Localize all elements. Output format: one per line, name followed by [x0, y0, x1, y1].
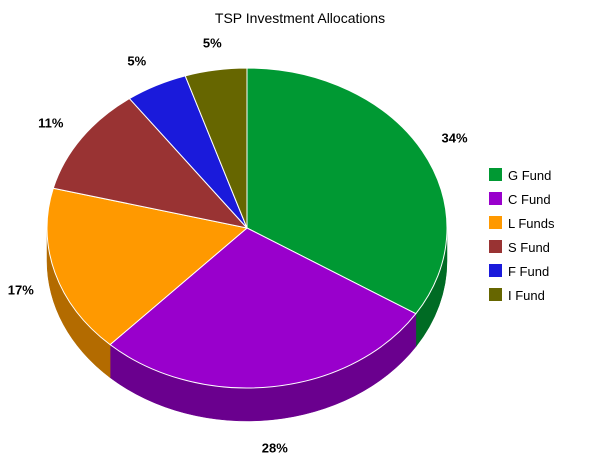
legend-label: G Fund: [508, 168, 551, 183]
slice-s-fund: [52, 98, 248, 229]
legend-item-f-fund: F Fund: [489, 264, 549, 279]
slice-g-fund: [246, 67, 448, 315]
slice-l-funds: [46, 187, 248, 346]
pie-slices: [46, 67, 448, 389]
legend-label: L Funds: [508, 216, 555, 231]
slice-c-fund: [109, 227, 417, 389]
legend-swatch: [489, 216, 502, 229]
slice-label-i-fund: 5%: [203, 35, 222, 50]
legend-swatch: [489, 240, 502, 253]
legend-item-i-fund: I Fund: [489, 288, 545, 303]
legend-item-g-fund: G Fund: [489, 168, 551, 183]
legend-swatch: [489, 168, 502, 181]
legend-label: F Fund: [508, 264, 549, 279]
chart-title: TSP Investment Allocations: [215, 10, 385, 26]
slice-label-l-funds: 17%: [8, 283, 34, 298]
legend-swatch: [489, 288, 502, 301]
slice-label-c-fund: 28%: [262, 440, 288, 455]
legend: G Fund C Fund L Funds S Fund F Fund I Fund: [489, 168, 555, 303]
slice-i-fund: [184, 67, 248, 229]
legend-swatch: [489, 264, 502, 277]
slice-label-f-fund: 5%: [127, 54, 146, 69]
slice-label-g-fund: 34%: [442, 130, 468, 145]
legend-swatch: [489, 192, 502, 205]
legend-label: S Fund: [508, 240, 550, 255]
slice-label-s-fund: 11%: [38, 115, 64, 130]
slice-labels: 34% 28% 17% 11% 5% 5%: [8, 35, 468, 455]
legend-item-c-fund: C Fund: [489, 192, 551, 207]
legend-label: I Fund: [508, 288, 545, 303]
legend-label: C Fund: [508, 192, 551, 207]
legend-item-l-funds: L Funds: [489, 216, 555, 231]
legend-item-s-fund: S Fund: [489, 240, 550, 255]
